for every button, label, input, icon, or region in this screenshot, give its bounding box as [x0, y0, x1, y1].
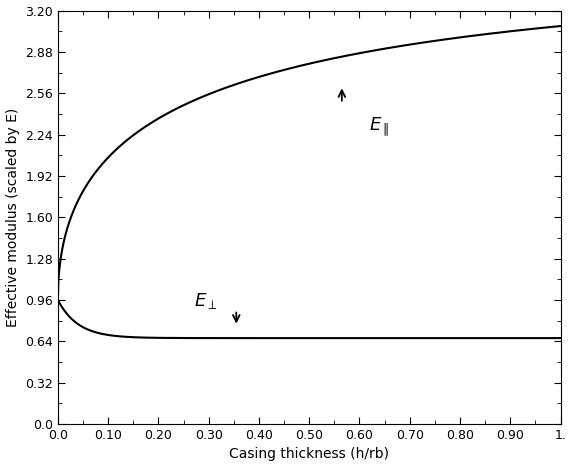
X-axis label: Casing thickness (h/rb): Casing thickness (h/rb)	[229, 447, 389, 461]
Text: $E_{\parallel}$: $E_{\parallel}$	[370, 115, 390, 138]
Text: $E_{\perp}$: $E_{\perp}$	[193, 291, 217, 311]
Y-axis label: Effective modulus (scaled by E): Effective modulus (scaled by E)	[6, 108, 19, 327]
